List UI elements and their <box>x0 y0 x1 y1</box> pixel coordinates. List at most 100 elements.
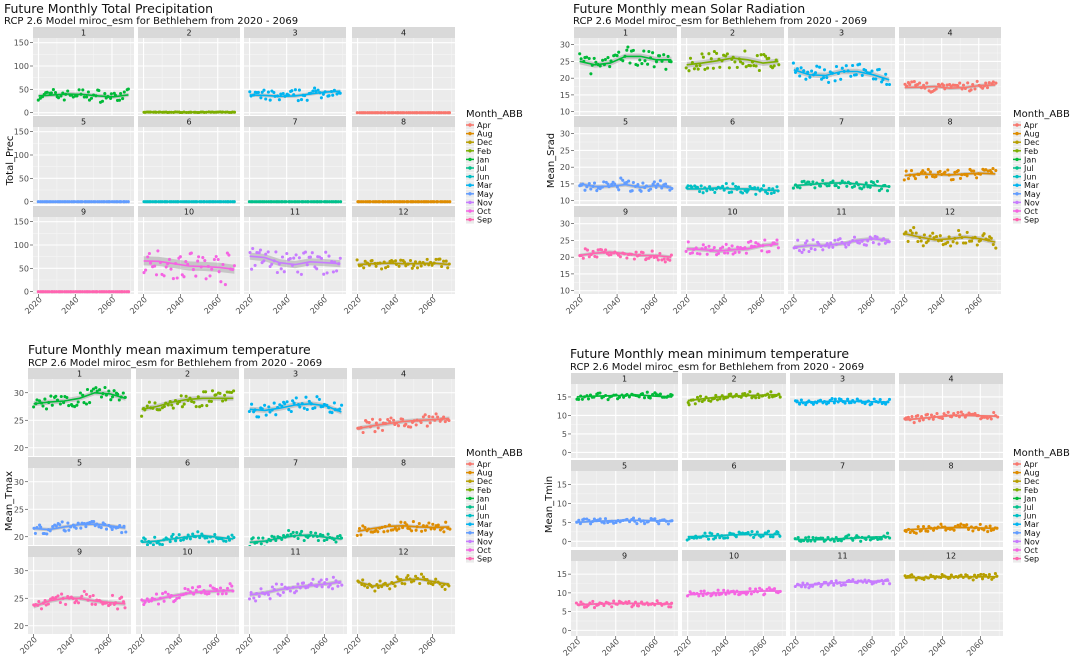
data-point <box>154 592 159 596</box>
data-point <box>744 65 748 69</box>
data-point <box>811 180 815 184</box>
panel-background <box>899 217 1001 294</box>
data-point <box>827 80 831 84</box>
y-tick-label: 30 <box>14 567 24 576</box>
y-tick-label: 10 <box>560 197 570 206</box>
data-point <box>291 530 295 534</box>
legend-key-point <box>1015 488 1019 492</box>
data-point <box>829 241 833 245</box>
data-point <box>340 403 344 407</box>
data-point <box>427 415 431 419</box>
legend-key-point <box>1015 539 1019 544</box>
trend-line <box>357 417 450 430</box>
data-point <box>207 540 211 544</box>
data-point <box>300 529 304 533</box>
data-point <box>813 248 817 252</box>
panel-background <box>136 557 239 634</box>
legend-key-point <box>468 531 472 535</box>
data-point <box>214 254 218 259</box>
data-point <box>776 530 780 534</box>
trend-line <box>141 589 234 602</box>
data-point <box>966 81 970 85</box>
legend-item-jun: Jun <box>466 512 490 521</box>
trend-line <box>904 172 996 177</box>
data-point <box>753 186 757 190</box>
facet-strip-label: 11 <box>836 207 846 216</box>
trend-line <box>143 260 235 271</box>
legend-item-jul: Jul <box>466 503 487 512</box>
data-point <box>664 182 668 186</box>
x-tick-label: 2020 <box>342 635 363 656</box>
data-point <box>831 245 835 249</box>
data-point <box>596 248 600 252</box>
y-tick-label: 25 <box>14 416 24 425</box>
facet-panel-8: 8 <box>899 460 1003 547</box>
data-point <box>414 528 418 532</box>
data-point <box>280 582 284 586</box>
data-point <box>854 73 858 77</box>
data-point <box>631 180 635 185</box>
data-point <box>262 259 266 263</box>
data-point <box>204 277 208 281</box>
data-point <box>813 71 818 75</box>
data-point <box>88 401 92 405</box>
data-point <box>932 236 936 240</box>
legend-key-point <box>1015 140 1019 144</box>
data-point <box>266 90 270 94</box>
data-point <box>288 257 292 261</box>
legend-label: Jul <box>476 503 487 512</box>
data-point <box>220 592 224 596</box>
data-point <box>755 54 759 58</box>
data-point <box>712 245 716 250</box>
data-point <box>275 270 279 275</box>
trend-line <box>793 237 890 248</box>
facet-strip <box>899 206 1001 217</box>
data-point <box>313 406 317 410</box>
data-point <box>864 243 868 247</box>
legend-item-feb: Feb <box>466 485 491 495</box>
data-point <box>754 587 758 591</box>
data-point <box>840 66 844 70</box>
data-point <box>871 581 876 585</box>
data-point <box>738 246 743 250</box>
facet-strip-label: 10 <box>182 547 192 556</box>
y-tick-label: 0 <box>24 288 29 297</box>
facet-panel-5: 5 20 25 30 <box>14 457 131 545</box>
facet-strip <box>138 116 240 127</box>
trend-line <box>793 182 890 188</box>
data-point <box>91 593 95 598</box>
x-tick-label: 2020 <box>778 295 799 316</box>
data-point <box>280 255 285 259</box>
data-point <box>931 231 935 235</box>
data-point <box>921 169 925 173</box>
legend-item-feb: Feb <box>1013 146 1038 156</box>
data-point <box>799 539 803 543</box>
data-point <box>196 259 200 263</box>
data-point <box>797 249 802 253</box>
data-point <box>309 581 313 586</box>
data-point <box>167 257 172 261</box>
data-point <box>734 184 738 188</box>
data-point <box>695 395 700 399</box>
facet-strip <box>28 546 131 557</box>
legend-key-point <box>1015 479 1019 483</box>
data-point <box>431 583 435 587</box>
data-point <box>395 575 399 579</box>
data-point <box>121 391 125 395</box>
data-point <box>959 410 963 414</box>
data-point <box>162 599 166 603</box>
data-point <box>946 168 950 172</box>
data-point <box>421 415 425 419</box>
facet-panel-6: 6 <box>682 460 786 547</box>
data-point <box>857 241 862 245</box>
data-point <box>45 532 49 536</box>
data-point <box>248 90 252 94</box>
facet-panel-12: 12 2020 2040 2060 <box>889 550 1003 658</box>
data-point <box>749 592 753 596</box>
data-point <box>436 415 440 419</box>
data-point <box>703 67 707 71</box>
data-point <box>724 242 728 246</box>
data-point <box>320 585 324 589</box>
legend-label: Oct <box>477 207 491 216</box>
